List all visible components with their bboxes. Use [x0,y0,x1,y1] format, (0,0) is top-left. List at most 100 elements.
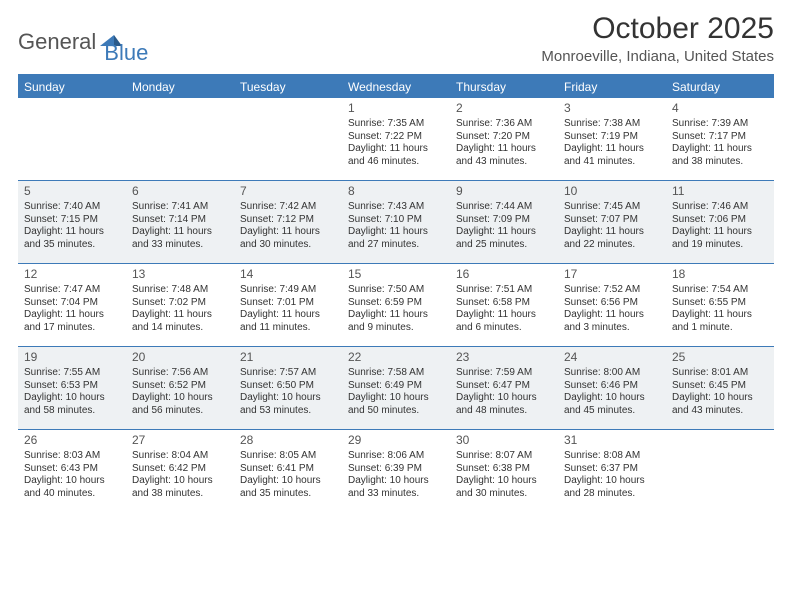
sunset-text: Sunset: 7:07 PM [564,214,660,227]
sunrise-text: Sunrise: 8:00 AM [564,367,660,380]
location-label: Monroeville, Indiana, United States [541,48,774,65]
daylight2-text: and 43 minutes. [672,405,768,418]
sunset-text: Sunset: 7:01 PM [240,297,336,310]
sunset-text: Sunset: 6:55 PM [672,297,768,310]
day-number: 4 [672,101,768,116]
daylight2-text: and 38 minutes. [132,488,228,501]
daylight1-text: Daylight: 10 hours [132,475,228,488]
daylight2-text: and 46 minutes. [348,156,444,169]
daylight1-text: Daylight: 11 hours [348,226,444,239]
daylight1-text: Daylight: 10 hours [564,475,660,488]
day-number: 2 [456,101,552,116]
daylight1-text: Daylight: 11 hours [24,226,120,239]
day-number: 28 [240,433,336,448]
day-number: 31 [564,433,660,448]
calendar-cell: 21Sunrise: 7:57 AMSunset: 6:50 PMDayligh… [234,347,342,429]
day-number: 9 [456,184,552,199]
sunset-text: Sunset: 7:06 PM [672,214,768,227]
sunrise-text: Sunrise: 7:44 AM [456,201,552,214]
daylight1-text: Daylight: 10 hours [240,392,336,405]
brand-part1: General [18,29,96,55]
calendar-cell: 7Sunrise: 7:42 AMSunset: 7:12 PMDaylight… [234,181,342,263]
calendar-cell: 1Sunrise: 7:35 AMSunset: 7:22 PMDaylight… [342,98,450,180]
calendar-cell: 12Sunrise: 7:47 AMSunset: 7:04 PMDayligh… [18,264,126,346]
sunset-text: Sunset: 7:17 PM [672,131,768,144]
sunset-text: Sunset: 6:49 PM [348,380,444,393]
day-number: 19 [24,350,120,365]
calendar-cell-empty [126,98,234,180]
day-header: Friday [558,76,666,98]
calendar-cell-empty [234,98,342,180]
calendar-cell: 20Sunrise: 7:56 AMSunset: 6:52 PMDayligh… [126,347,234,429]
calendar-cell-empty [666,430,774,512]
daylight1-text: Daylight: 10 hours [240,475,336,488]
sunset-text: Sunset: 6:45 PM [672,380,768,393]
calendar-cell: 13Sunrise: 7:48 AMSunset: 7:02 PMDayligh… [126,264,234,346]
daylight2-text: and 48 minutes. [456,405,552,418]
sunrise-text: Sunrise: 7:39 AM [672,118,768,131]
calendar-cell: 18Sunrise: 7:54 AMSunset: 6:55 PMDayligh… [666,264,774,346]
calendar-cell: 11Sunrise: 7:46 AMSunset: 7:06 PMDayligh… [666,181,774,263]
day-number: 11 [672,184,768,199]
sunset-text: Sunset: 6:52 PM [132,380,228,393]
calendar-cell: 5Sunrise: 7:40 AMSunset: 7:15 PMDaylight… [18,181,126,263]
page-title: October 2025 [541,12,774,46]
daylight1-text: Daylight: 11 hours [240,309,336,322]
daylight2-text: and 30 minutes. [456,488,552,501]
sunrise-text: Sunrise: 7:46 AM [672,201,768,214]
calendar-cell: 4Sunrise: 7:39 AMSunset: 7:17 PMDaylight… [666,98,774,180]
calendar-cell: 24Sunrise: 8:00 AMSunset: 6:46 PMDayligh… [558,347,666,429]
calendar-cell: 10Sunrise: 7:45 AMSunset: 7:07 PMDayligh… [558,181,666,263]
sunset-text: Sunset: 6:43 PM [24,463,120,476]
sunset-text: Sunset: 6:58 PM [456,297,552,310]
daylight1-text: Daylight: 10 hours [24,392,120,405]
daylight2-text: and 53 minutes. [240,405,336,418]
sunrise-text: Sunrise: 8:05 AM [240,450,336,463]
daylight2-text: and 11 minutes. [240,322,336,335]
day-number: 6 [132,184,228,199]
daylight1-text: Daylight: 11 hours [456,309,552,322]
calendar-cell: 17Sunrise: 7:52 AMSunset: 6:56 PMDayligh… [558,264,666,346]
sunrise-text: Sunrise: 7:35 AM [348,118,444,131]
calendar-cell: 8Sunrise: 7:43 AMSunset: 7:10 PMDaylight… [342,181,450,263]
sunset-text: Sunset: 6:42 PM [132,463,228,476]
day-number: 22 [348,350,444,365]
day-number: 17 [564,267,660,282]
daylight2-text: and 38 minutes. [672,156,768,169]
calendar-cell: 25Sunrise: 8:01 AMSunset: 6:45 PMDayligh… [666,347,774,429]
daylight2-text: and 33 minutes. [348,488,444,501]
sunrise-text: Sunrise: 7:45 AM [564,201,660,214]
daylight1-text: Daylight: 11 hours [132,226,228,239]
brand-logo: General Blue [18,12,148,66]
sunset-text: Sunset: 6:37 PM [564,463,660,476]
day-number: 24 [564,350,660,365]
sunset-text: Sunset: 7:15 PM [24,214,120,227]
calendar-cell: 31 Sunrise: 8:08 AMSunset: 6:37 PMDayligh… [558,430,666,512]
calendar-cell: 14Sunrise: 7:49 AMSunset: 7:01 PMDayligh… [234,264,342,346]
sunrise-text: Sunrise: 7:58 AM [348,367,444,380]
day-header: Thursday [450,76,558,98]
day-number: 7 [240,184,336,199]
day-number: 29 [348,433,444,448]
sunrise-text: Sunrise: 7:59 AM [456,367,552,380]
header: General Blue October 2025 Monroeville, I… [18,12,774,66]
week-row: 26Sunrise: 8:03 AMSunset: 6:43 PMDayligh… [18,429,774,512]
daylight2-text: and 43 minutes. [456,156,552,169]
sunrise-text: Sunrise: 8:01 AM [672,367,768,380]
calendar-cell: 23Sunrise: 7:59 AMSunset: 6:47 PMDayligh… [450,347,558,429]
sunset-text: Sunset: 7:02 PM [132,297,228,310]
calendar: SundayMondayTuesdayWednesdayThursdayFrid… [18,74,774,512]
daylight1-text: Daylight: 11 hours [564,309,660,322]
calendar-cell: 19Sunrise: 7:55 AMSunset: 6:53 PMDayligh… [18,347,126,429]
calendar-cell: 2Sunrise: 7:36 AMSunset: 7:20 PMDaylight… [450,98,558,180]
day-header-row: SundayMondayTuesdayWednesdayThursdayFrid… [18,76,774,98]
day-number: 8 [348,184,444,199]
day-header: Tuesday [234,76,342,98]
daylight2-text: and 27 minutes. [348,239,444,252]
daylight1-text: Daylight: 11 hours [24,309,120,322]
daylight1-text: Daylight: 10 hours [456,392,552,405]
daylight2-text: and 28 minutes. [564,488,660,501]
sunset-text: Sunset: 6:56 PM [564,297,660,310]
sunrise-text: Sunrise: 8:08 AM [564,450,660,463]
sunrise-text: Sunrise: 7:57 AM [240,367,336,380]
